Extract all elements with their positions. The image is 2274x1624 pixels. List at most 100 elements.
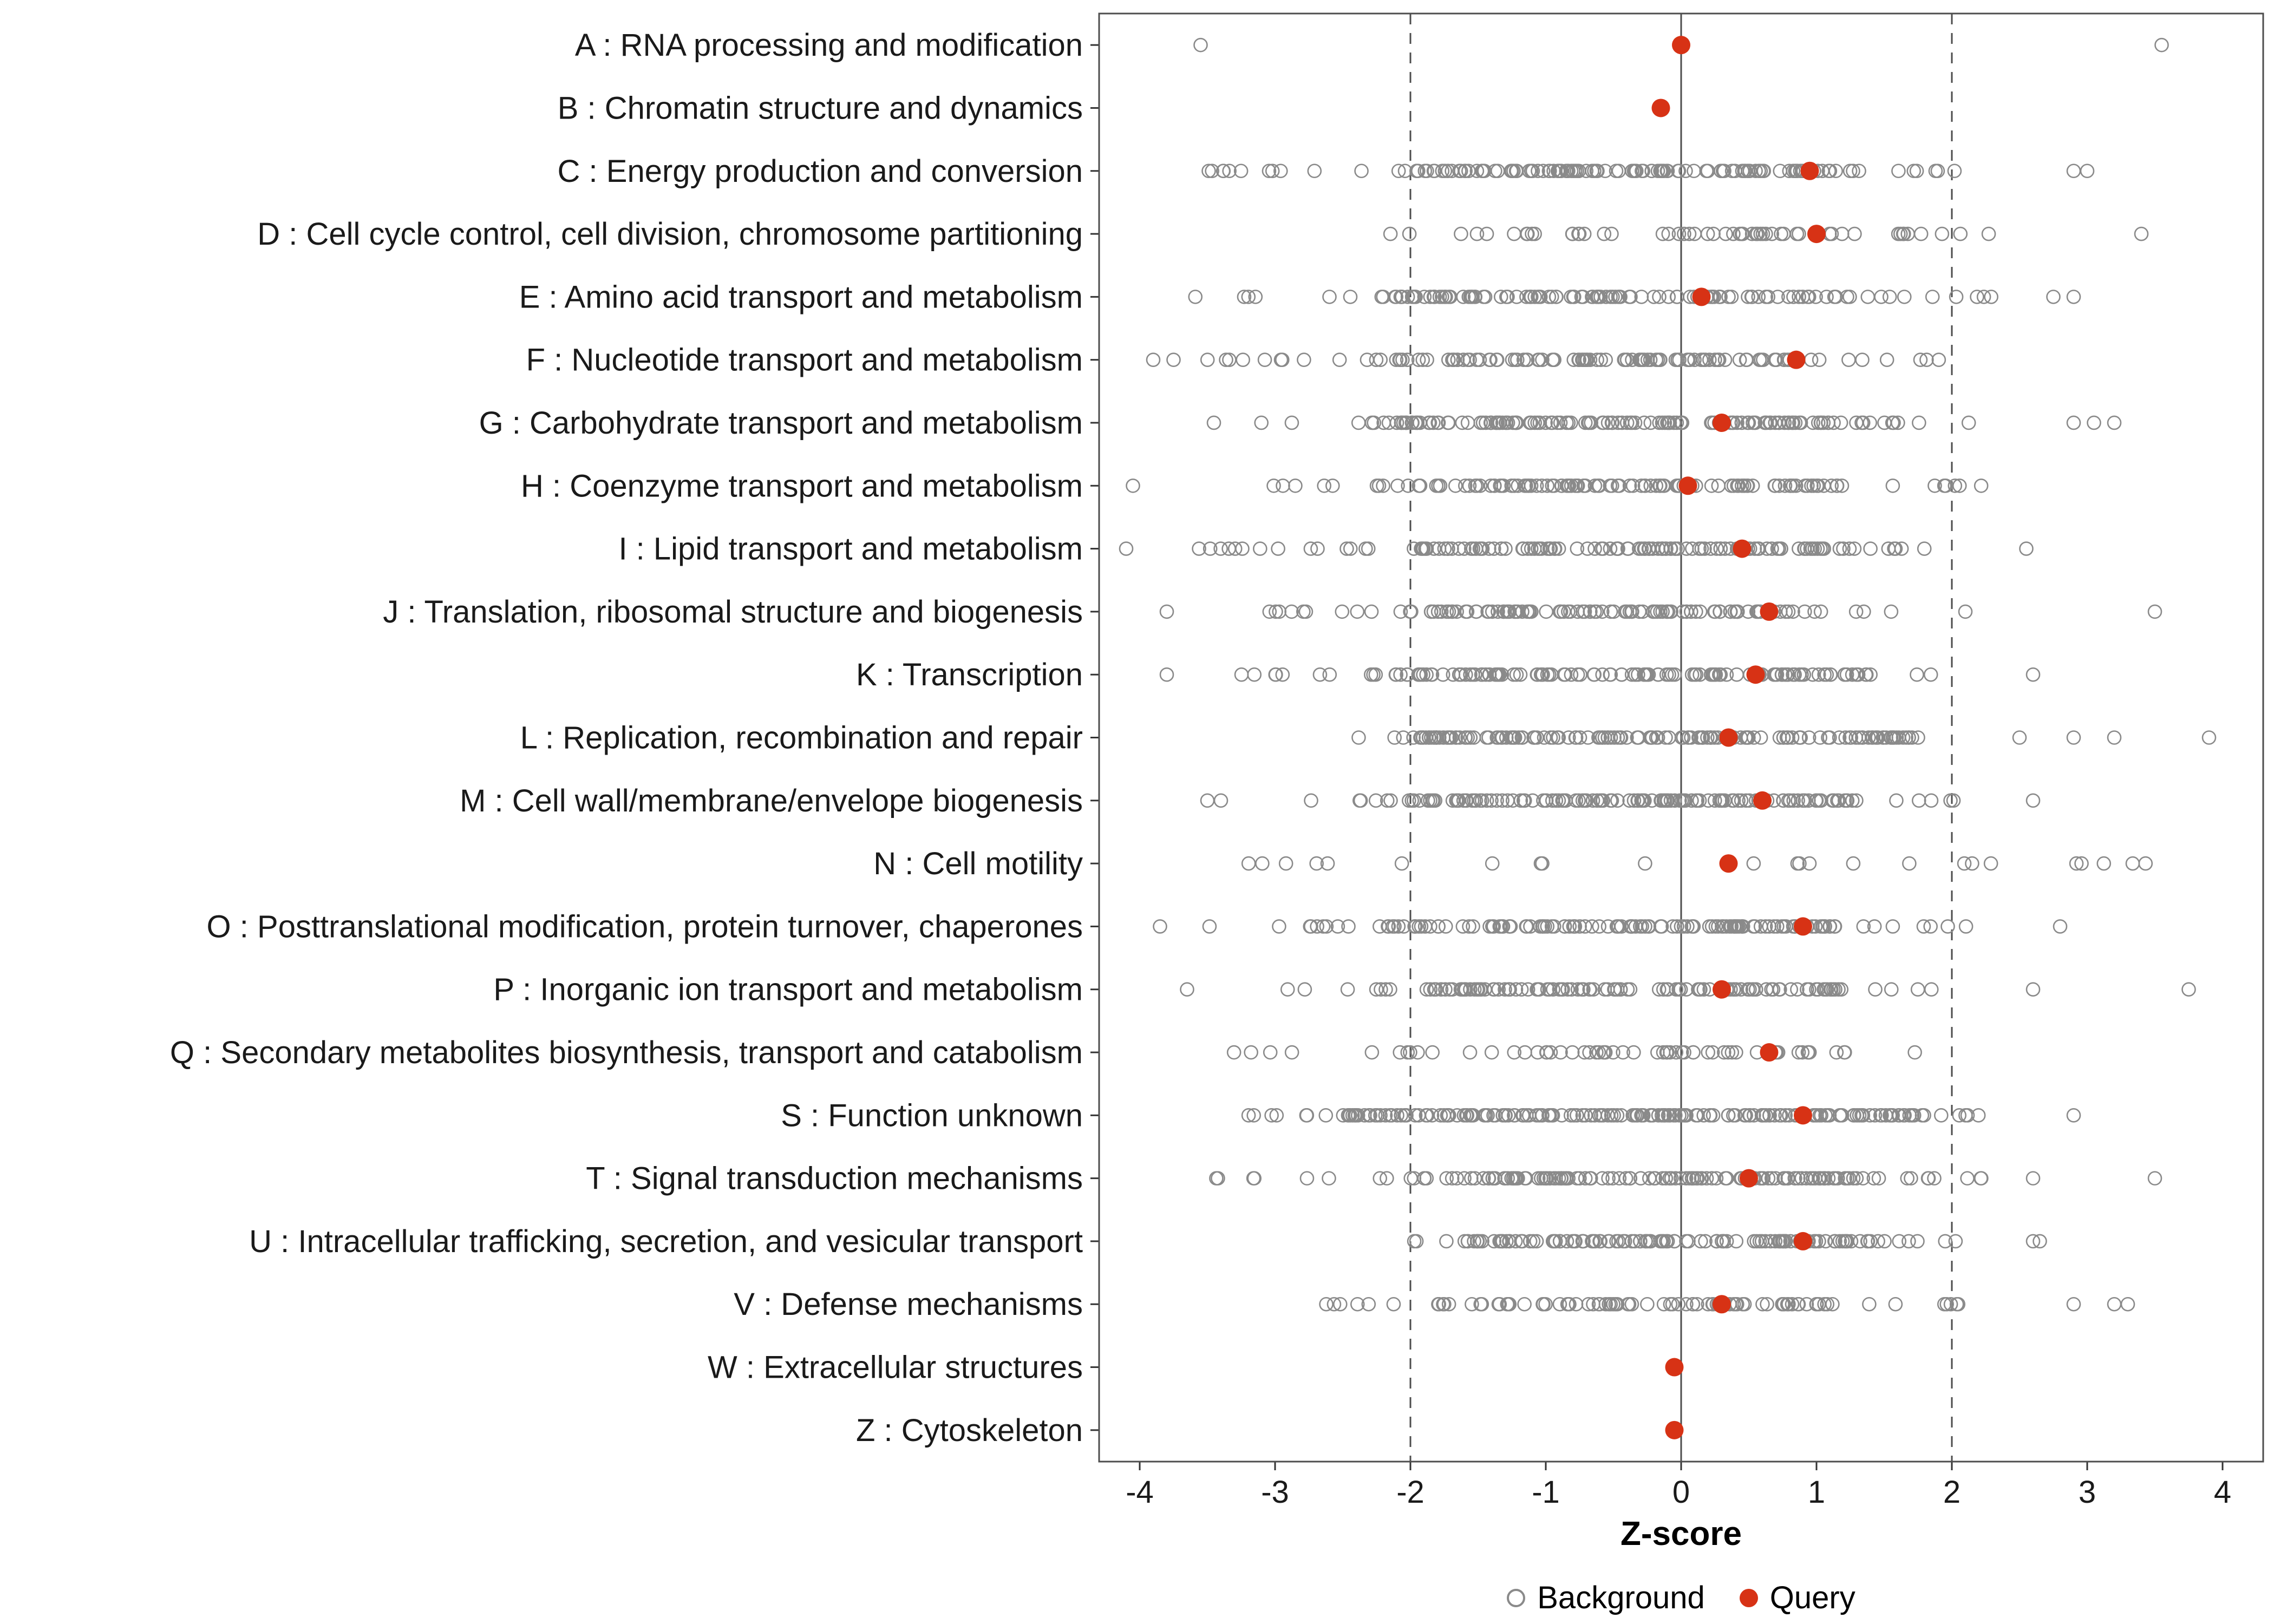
background-point: [1307, 163, 1322, 179]
background-point: [1630, 730, 1645, 745]
background-point: [1829, 1045, 1844, 1060]
query-point: [1719, 854, 1738, 873]
query-point: [1713, 1295, 1731, 1314]
category-label: T : Signal transduction mechanisms: [586, 1161, 1083, 1196]
background-point: [1489, 352, 1505, 367]
background-point: [1484, 478, 1498, 493]
background-point: [1564, 163, 1579, 179]
background-point: [1783, 478, 1798, 493]
background-point: [1269, 667, 1283, 682]
background-point: [1505, 793, 1520, 808]
category-label: A : RNA processing and modification: [575, 28, 1083, 63]
background-point: [1623, 919, 1638, 934]
background-point: [1776, 226, 1791, 241]
background-point: [1694, 730, 1709, 745]
background-point: [1685, 1296, 1701, 1312]
background-point: [1233, 163, 1249, 179]
category-label: N : Cell motility: [873, 846, 1083, 881]
category-label: B : Chromatin structure and dynamics: [558, 90, 1083, 126]
background-point: [1406, 730, 1421, 745]
background-point: [1507, 1045, 1522, 1060]
background-point: [1974, 1171, 1988, 1186]
background-point: [1757, 415, 1773, 430]
background-point: [1451, 793, 1466, 808]
background-point: [1659, 667, 1674, 682]
background-point: [1741, 415, 1756, 430]
background-point: [1534, 478, 1550, 493]
background-point: [1679, 604, 1694, 619]
background-point: [1564, 982, 1579, 997]
background-point: [1847, 541, 1862, 556]
background-point: [1785, 415, 1800, 430]
background-point: [1487, 982, 1502, 997]
background-point: [1981, 226, 1996, 241]
background-point: [1526, 1234, 1541, 1249]
background-point: [1576, 290, 1591, 304]
category-label: K : Transcription: [856, 657, 1083, 692]
background-point: [1937, 1296, 1952, 1312]
background-point: [1928, 163, 1943, 179]
background-point: [1953, 226, 1968, 241]
background-point: [1411, 352, 1426, 367]
background-point: [1572, 226, 1587, 241]
background-point: [1426, 163, 1441, 179]
background-point: [1404, 415, 1420, 430]
background-point: [1884, 982, 1899, 997]
background-point: [1414, 919, 1429, 934]
background-point: [1813, 730, 1827, 745]
background-point: [1529, 1108, 1544, 1123]
background-point: [1660, 163, 1675, 179]
background-point: [1580, 541, 1595, 556]
background-point: [1751, 290, 1766, 304]
background-point: [1363, 667, 1378, 682]
background-point: [1849, 793, 1864, 808]
background-point: [1626, 793, 1642, 808]
background-point: [1440, 1108, 1455, 1123]
background-point: [1883, 1108, 1897, 1123]
background-point: [1678, 1171, 1694, 1186]
background-point: [1463, 982, 1478, 997]
background-point: [1976, 290, 1991, 304]
background-point: [1319, 919, 1334, 934]
background-point: [1461, 290, 1476, 304]
background-point: [1623, 1171, 1638, 1186]
background-point: [1747, 415, 1762, 430]
background-point: [1527, 290, 1542, 304]
background-point: [1390, 478, 1405, 493]
background-point: [1498, 541, 1513, 556]
background-point: [1534, 1108, 1550, 1123]
background-point: [1698, 1234, 1713, 1249]
background-point: [1272, 919, 1286, 934]
background-point: [1795, 1045, 1810, 1060]
background-point: [1786, 290, 1801, 304]
background-point: [1667, 415, 1681, 430]
background-point: [1343, 290, 1358, 304]
background-point: [1600, 730, 1616, 745]
background-point: [1309, 856, 1324, 871]
background-point: [1485, 604, 1500, 619]
background-point: [1572, 730, 1587, 745]
background-point: [1478, 667, 1493, 682]
background-point: [1642, 919, 1657, 934]
query-legend-icon: [1739, 1588, 1758, 1607]
background-point: [1226, 1045, 1241, 1060]
background-point: [1419, 667, 1434, 682]
background-point: [1897, 226, 1911, 241]
background-point: [1244, 1045, 1258, 1060]
background-point: [1427, 982, 1442, 997]
background-point: [1604, 1108, 1619, 1123]
background-point: [1566, 290, 1582, 304]
background-point: [1414, 541, 1428, 556]
background-point: [1739, 1108, 1753, 1123]
background-point: [1768, 478, 1783, 493]
background-point: [1602, 1234, 1617, 1249]
background-point: [1608, 982, 1623, 997]
background-point: [1435, 163, 1450, 179]
background-point: [1855, 730, 1870, 745]
background-point: [1527, 415, 1542, 430]
background-point: [1585, 290, 1599, 304]
background-point: [1275, 667, 1290, 682]
background-point: [1704, 478, 1719, 493]
background-point: [1492, 1296, 1507, 1312]
background-point: [1472, 352, 1487, 367]
